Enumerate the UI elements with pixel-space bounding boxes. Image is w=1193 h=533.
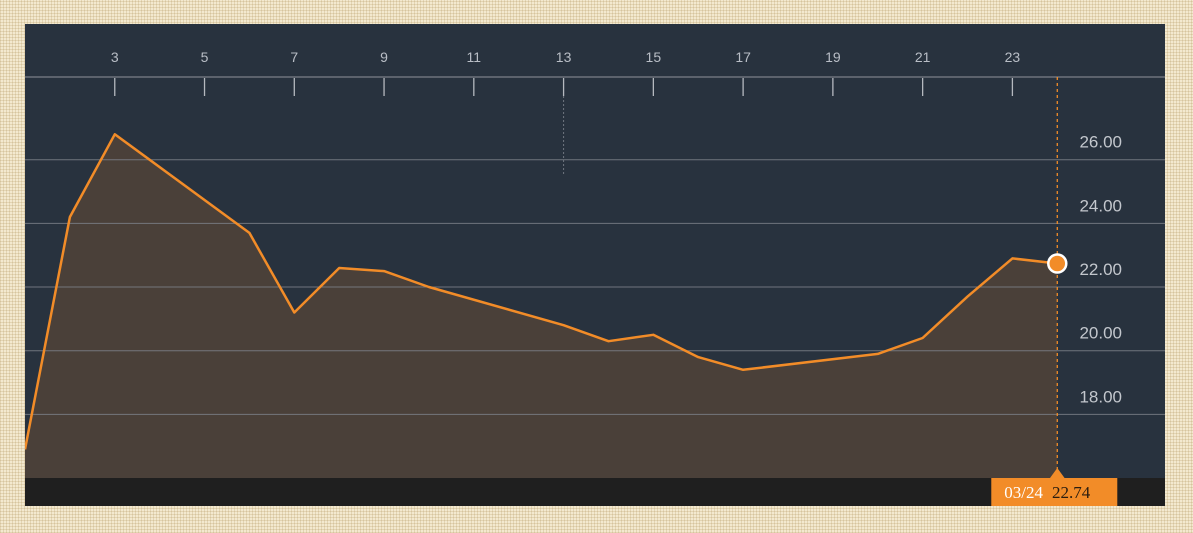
x-tick-label: 11 <box>467 49 482 65</box>
x-tick-label: 23 <box>1005 49 1021 65</box>
x-tick-label: 5 <box>201 49 209 65</box>
x-tick-label: 19 <box>825 49 841 65</box>
y-tick-label: 24.00 <box>1079 196 1122 215</box>
badge-text: 03/24 22.74 <box>1004 483 1090 502</box>
badge-date: 03/24 <box>1004 483 1043 502</box>
y-tick-label: 20.00 <box>1079 324 1122 343</box>
price-line <box>25 133 1058 450</box>
value-marker[interactable] <box>1047 253 1068 274</box>
chart-panel: 3 5 7 9 11 13 15 17 19 21 23 18.00 20.00 22.00 24.00 2… <box>25 24 1165 506</box>
bottom-band <box>25 478 1165 506</box>
y-tick-label: 22.00 <box>1079 260 1122 279</box>
x-tick-label: 9 <box>380 49 388 65</box>
x-tick-label: 21 <box>915 49 931 65</box>
x-tick-label: 17 <box>735 49 751 65</box>
y-tick-label: 18.00 <box>1079 387 1122 406</box>
area-fill <box>25 134 1058 479</box>
badge-pointer <box>1049 468 1066 479</box>
x-tick-label: 15 <box>646 49 662 65</box>
date-value-badge <box>991 478 1118 506</box>
y-tick-label: 26.00 <box>1079 133 1122 152</box>
x-tick-label: 3 <box>111 49 119 65</box>
price-chart[interactable]: 3 5 7 9 11 13 15 17 19 21 23 18.00 20.00 22.00 24.00 2… <box>25 24 1165 506</box>
x-tick-label: 13 <box>556 49 572 65</box>
x-tick-label: 7 <box>290 49 298 65</box>
badge-value: 22.74 <box>1052 483 1091 502</box>
